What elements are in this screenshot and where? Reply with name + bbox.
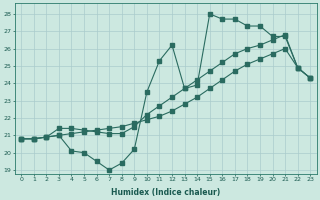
X-axis label: Humidex (Indice chaleur): Humidex (Indice chaleur) (111, 188, 220, 197)
